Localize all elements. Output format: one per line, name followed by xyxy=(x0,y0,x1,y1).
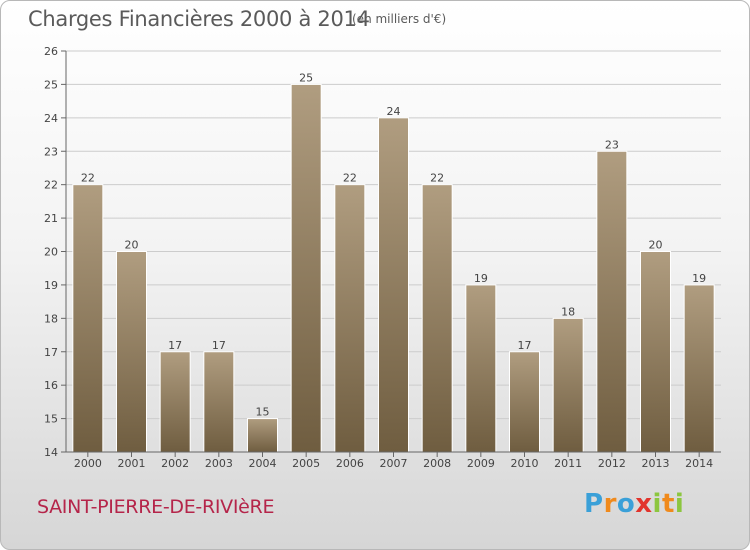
logo-letter: r xyxy=(603,489,617,519)
x-tick-label: 2008 xyxy=(423,457,451,470)
y-tick-label: 17 xyxy=(44,346,58,359)
bar xyxy=(72,184,104,453)
value-label: 23 xyxy=(605,138,619,151)
value-label: 25 xyxy=(299,71,313,84)
bar xyxy=(203,351,235,453)
logo-letter: i xyxy=(674,489,685,519)
logo-letter: i xyxy=(652,489,662,519)
x-tick-label: 2012 xyxy=(598,457,626,470)
chart-title: Charges Financières 2000 à 2014 xyxy=(28,7,370,31)
x-tick-label: 2004 xyxy=(249,457,277,470)
y-tick-label: 22 xyxy=(44,179,58,192)
x-tick-label: 2006 xyxy=(336,457,364,470)
bars xyxy=(72,83,715,453)
bar xyxy=(290,83,322,453)
x-tick-label: 2000 xyxy=(74,457,102,470)
bar xyxy=(552,317,584,453)
bar xyxy=(683,284,715,453)
bar xyxy=(247,418,278,453)
y-tick-label: 21 xyxy=(44,212,58,225)
value-label: 18 xyxy=(561,305,575,318)
bar xyxy=(159,351,191,453)
value-label: 17 xyxy=(518,339,532,352)
y-tick-label: 16 xyxy=(44,379,58,392)
y-tick-label: 18 xyxy=(44,312,58,325)
y-tick-label: 19 xyxy=(44,279,58,292)
bar xyxy=(116,251,147,453)
x-tick-label: 2014 xyxy=(685,457,713,470)
value-label: 22 xyxy=(81,172,95,185)
y-tick-label: 20 xyxy=(44,246,58,259)
y-tick-label: 26 xyxy=(44,45,58,58)
x-tick-label: 2005 xyxy=(292,457,320,470)
x-tick-label: 2011 xyxy=(554,457,582,470)
value-label: 20 xyxy=(649,239,663,252)
x-tick-label: 2010 xyxy=(511,457,539,470)
x-tick-label: 2007 xyxy=(380,457,408,470)
logo-letter: t xyxy=(661,489,675,519)
town-name: SAINT-PIERRE-DE-RIVIèRE xyxy=(37,496,275,518)
x-tick-label: 2013 xyxy=(642,457,670,470)
value-label: 17 xyxy=(168,339,182,352)
y-tick-label: 25 xyxy=(44,78,58,91)
value-label: 19 xyxy=(692,272,706,285)
bar xyxy=(465,284,497,453)
value-label: 15 xyxy=(256,406,270,419)
value-label: 24 xyxy=(387,105,401,118)
bar xyxy=(640,251,671,453)
bar xyxy=(509,351,540,453)
value-label: 22 xyxy=(343,172,357,185)
value-label: 17 xyxy=(212,339,226,352)
y-tick-label: 15 xyxy=(44,413,58,426)
logo-letter: P xyxy=(584,489,604,519)
value-label: 22 xyxy=(430,172,444,185)
y-tick-label: 24 xyxy=(44,112,58,125)
bar xyxy=(421,184,453,453)
y-tick-label: 23 xyxy=(44,145,58,158)
proxiti-logo: Proxiti xyxy=(584,489,684,519)
bar xyxy=(596,150,628,453)
value-label: 20 xyxy=(125,239,139,252)
y-tick-label: 14 xyxy=(44,446,58,459)
chart-subtitle: (en milliers d'€) xyxy=(352,12,447,26)
x-tick-label: 2003 xyxy=(205,457,233,470)
logo-letter: x xyxy=(635,489,653,519)
logo-letter: o xyxy=(616,489,636,519)
bar xyxy=(378,117,409,453)
x-tick-label: 2002 xyxy=(161,457,189,470)
bar xyxy=(334,184,366,453)
value-label: 19 xyxy=(474,272,488,285)
value-labels: 22 20 17 17 15 25 22 24 22 19 17 18 23 20 19 xyxy=(81,71,706,418)
x-tick-label: 2001 xyxy=(118,457,146,470)
x-tick-label: 2009 xyxy=(467,457,495,470)
axes: 14 15 16 17 18 19 20 21 22 23 24 25 26 2000 2001 2002 20… xyxy=(44,45,721,470)
